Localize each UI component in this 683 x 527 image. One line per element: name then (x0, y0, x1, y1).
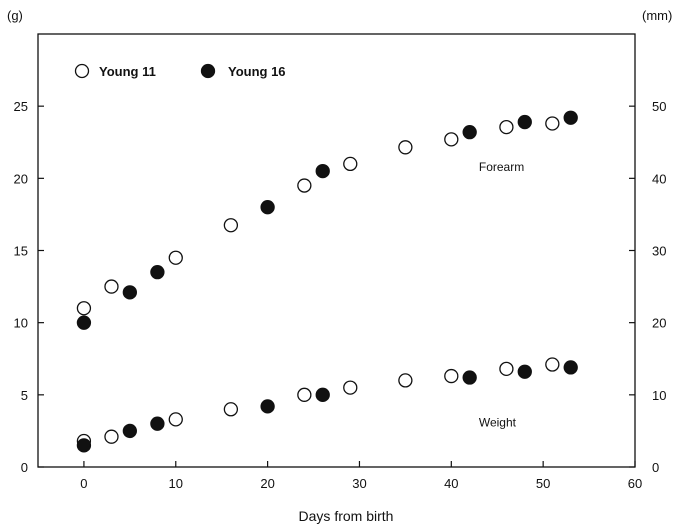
right-y-tick-label: 0 (652, 460, 659, 475)
point-weight-young-16 (76, 438, 92, 453)
point-forearm-young-11 (168, 250, 183, 265)
x-tick-label: 20 (260, 476, 274, 491)
plot-frame (37, 33, 636, 468)
point-forearm-young-16 (517, 114, 532, 130)
point-weight-young-11 (297, 387, 312, 402)
point-forearm-young-11 (499, 119, 514, 135)
point-weight-young-11 (545, 357, 560, 372)
x-axis-label: Days from birth (299, 508, 394, 524)
left-y-tick-label: 20 (14, 171, 28, 186)
left-y-tick-label: 15 (14, 244, 28, 259)
right-unit-label: (mm) (642, 8, 672, 23)
legend-open-circle-icon (74, 63, 90, 79)
right-y-tick-label: 30 (652, 244, 666, 259)
left-y-tick-label: 0 (21, 460, 28, 475)
annotation-weight: Weight (479, 416, 517, 430)
point-forearm-young-11 (343, 156, 358, 172)
point-weight-young-11 (168, 412, 183, 427)
left-unit-label: (g) (7, 8, 23, 23)
point-forearm-young-11 (297, 178, 312, 193)
point-forearm-young-16 (260, 200, 275, 215)
right-y-tick-label: 40 (652, 171, 666, 186)
point-weight-young-16 (315, 387, 330, 402)
x-axis: 0 10 20 30 40 50 60 (80, 461, 642, 491)
point-forearm-young-16 (462, 124, 477, 140)
x-tick-label: 40 (444, 476, 458, 491)
point-forearm-young-16 (122, 285, 137, 300)
x-tick-label: 10 (169, 476, 183, 491)
legend-label-young-11: Young 11 (99, 64, 156, 79)
point-weight-young-11 (223, 402, 239, 417)
point-weight-young-16 (517, 364, 532, 379)
point-forearm-young-11 (223, 218, 239, 233)
point-forearm-young-11 (104, 279, 119, 294)
x-tick-label: 0 (80, 476, 87, 491)
point-weight-young-11 (398, 373, 413, 388)
right-y-tick-label: 20 (652, 316, 666, 331)
point-weight-young-16 (122, 423, 137, 439)
right-y-tick-label: 10 (652, 388, 666, 403)
point-forearm-young-16 (150, 264, 165, 280)
x-tick-label: 50 (536, 476, 550, 491)
point-weight-young-16 (462, 370, 477, 385)
legend-filled-circle-icon (200, 63, 216, 79)
point-forearm-young-11 (444, 132, 459, 147)
right-y-axis: 0 10 20 30 40 50 (629, 99, 666, 475)
annotation-forearm: Forearm (479, 160, 524, 174)
x-tick-label: 60 (628, 476, 642, 491)
point-weight-young-11 (499, 361, 514, 377)
left-y-tick-label: 5 (21, 388, 28, 403)
point-forearm-young-16 (76, 315, 92, 330)
left-y-tick-label: 10 (14, 316, 28, 331)
left-y-axis: 0 5 10 15 20 25 (14, 99, 44, 475)
point-weight-young-16 (563, 360, 578, 375)
left-y-tick-label: 25 (14, 99, 28, 114)
point-forearm-young-11 (398, 140, 413, 155)
point-weight-young-11 (444, 368, 459, 384)
point-weight-young-16 (260, 399, 275, 414)
point-weight-young-11 (343, 380, 358, 395)
legend: Young 11 Young 16 (74, 63, 286, 79)
x-tick-label: 30 (352, 476, 366, 491)
point-weight-young-11 (104, 429, 119, 444)
legend-label-young-16: Young 16 (228, 64, 286, 79)
point-weight-young-16 (150, 416, 165, 431)
data-points (76, 110, 578, 453)
point-forearm-young-11 (545, 116, 560, 131)
point-forearm-young-16 (315, 163, 330, 179)
point-forearm-young-11 (76, 301, 92, 316)
right-y-tick-label: 50 (652, 99, 666, 114)
point-forearm-young-16 (563, 110, 578, 125)
